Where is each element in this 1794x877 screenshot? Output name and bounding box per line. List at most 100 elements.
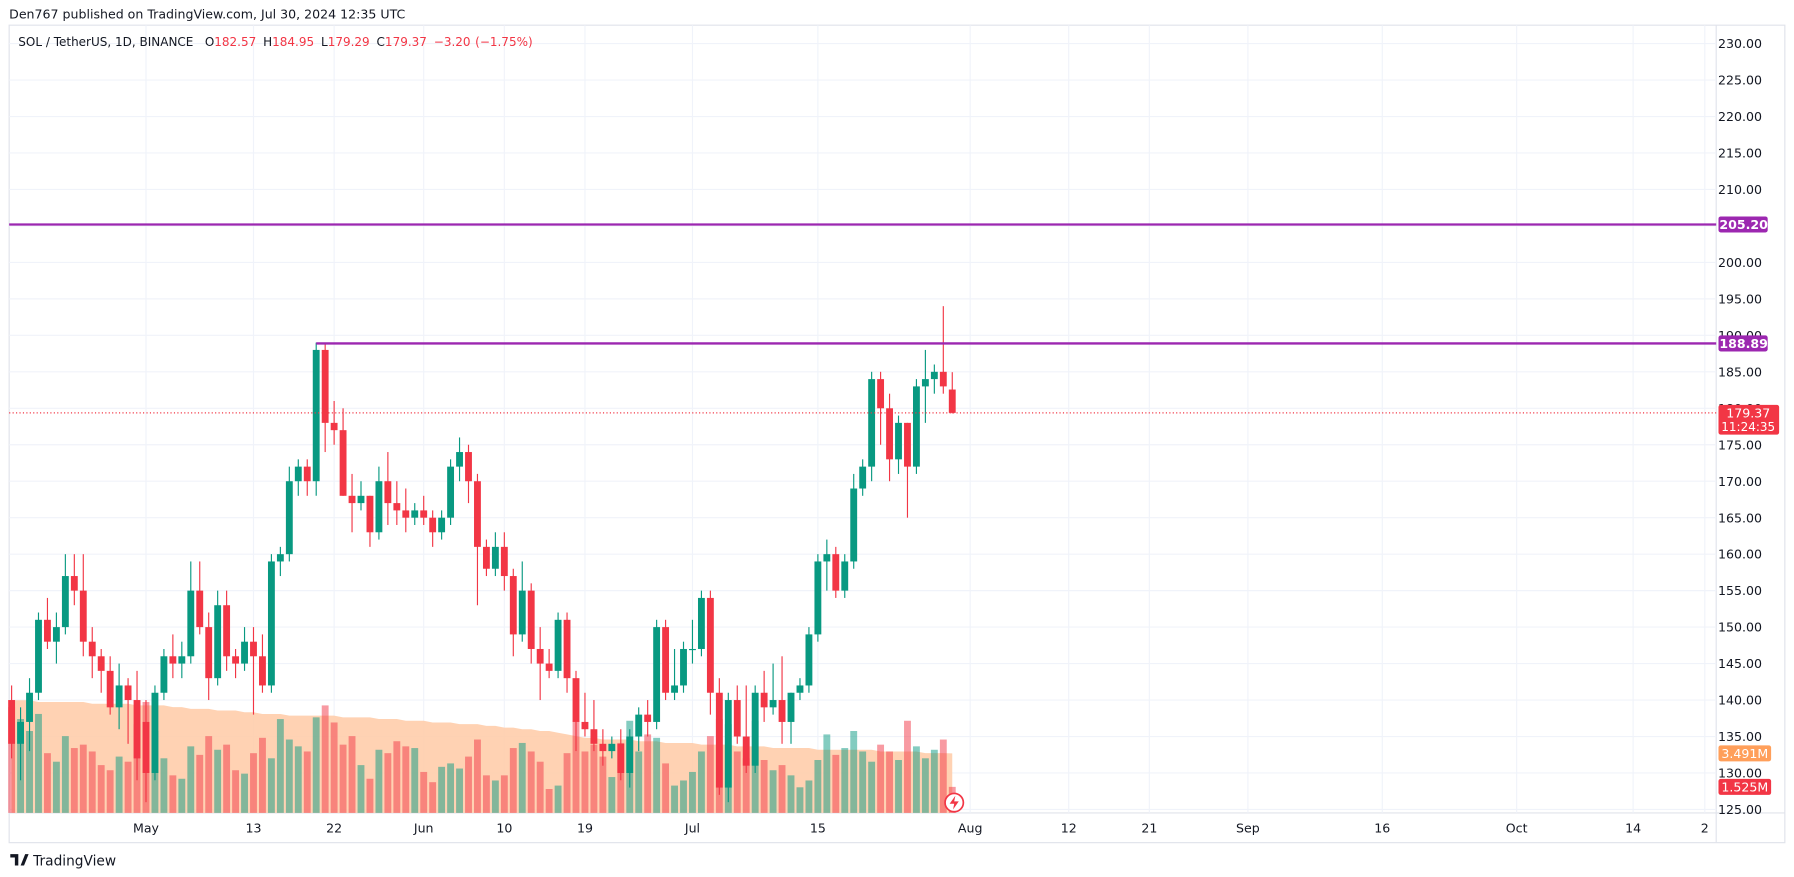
y-tick-label: 210.00 — [1718, 182, 1762, 197]
level-tag-label: 188.89 — [1719, 336, 1768, 351]
volume-bar — [877, 744, 885, 813]
candle-body — [491, 546, 499, 569]
volume-bar — [321, 705, 329, 813]
volume-bar — [886, 751, 893, 813]
candle-body — [259, 656, 266, 686]
volume-bar — [232, 770, 240, 813]
volume-bar — [474, 739, 481, 813]
candle-body — [106, 670, 114, 708]
candle-body — [554, 619, 562, 671]
candle-body — [787, 692, 795, 722]
candle-body — [599, 743, 607, 752]
volume-bar — [796, 787, 804, 813]
volume-bar — [52, 761, 60, 813]
volume-bar — [348, 736, 356, 813]
legend-item: SOL / TetherUS, 1D, BINANCE — [18, 35, 193, 49]
volume-bar — [653, 737, 661, 813]
candle-body — [465, 452, 472, 482]
y-tick-label: 145.00 — [1718, 656, 1762, 671]
volume-bar — [832, 754, 840, 813]
volume-bar — [599, 756, 607, 813]
candle-body — [742, 736, 750, 766]
volume-bar — [644, 734, 652, 813]
volume-bar — [285, 739, 293, 813]
x-tick-label: Oct — [1506, 820, 1528, 835]
candle-body — [644, 714, 652, 722]
candle-body — [411, 510, 419, 518]
candle-body — [330, 422, 338, 431]
candle-body — [366, 495, 374, 533]
legend-item: (−1.75%) — [475, 35, 533, 49]
volume-bar — [276, 719, 284, 813]
candle-body — [375, 481, 383, 533]
candle-body — [760, 692, 768, 708]
volume-bar — [814, 760, 822, 813]
candle-body — [689, 648, 696, 651]
alert-icon — [944, 792, 965, 813]
volume-bar — [70, 748, 78, 813]
candle-body — [635, 714, 643, 737]
candle-body — [357, 495, 365, 504]
candle-body — [572, 678, 580, 722]
volume-bar — [115, 756, 123, 813]
candle-body — [97, 656, 105, 671]
volume-bar — [384, 753, 392, 813]
volume-bar — [223, 744, 231, 813]
candle-body — [8, 700, 16, 744]
volume-bar — [187, 746, 195, 813]
candle-body — [948, 389, 956, 413]
candle-body — [715, 692, 723, 788]
candle-body — [294, 466, 302, 482]
volume-bar — [44, 753, 51, 813]
candle-body — [124, 685, 132, 701]
x-tick-label: 12 — [1061, 820, 1077, 835]
volume-bar — [572, 720, 580, 813]
volume-bar — [769, 770, 777, 813]
candle-body — [70, 576, 78, 591]
candle-body — [17, 721, 25, 744]
volume-bar — [88, 751, 96, 813]
volume-bar — [312, 717, 320, 813]
candle-body — [518, 590, 526, 635]
y-tick-label: 225.00 — [1718, 73, 1762, 88]
candle-body — [841, 561, 849, 591]
volume-bar — [904, 720, 911, 813]
volume-tag-label: 1.525M — [1721, 779, 1768, 794]
volume-bar — [518, 742, 526, 813]
volume-bar — [393, 741, 401, 813]
candle-body — [796, 685, 804, 693]
tradingview-logo: TradingView — [10, 854, 116, 870]
candle-body — [886, 408, 893, 460]
x-tick-label: Jun — [413, 820, 434, 835]
x-tick-label: 16 — [1374, 820, 1390, 835]
candle-body — [482, 546, 490, 569]
y-tick-label: 125.00 — [1718, 802, 1762, 817]
volume-bar — [500, 775, 508, 813]
candle-body — [384, 481, 392, 504]
candle-body — [814, 561, 822, 635]
volume-bar — [241, 773, 248, 813]
overlay — [9, 223, 1717, 414]
candle-body — [348, 495, 356, 504]
volume-bar — [527, 751, 535, 813]
volume-bar — [26, 731, 33, 813]
y-tick-label: 160.00 — [1718, 547, 1762, 562]
y-tick-label: 130.00 — [1718, 766, 1762, 781]
axes: 125.00 130.00 135.00 140.00 145.00 150.00 155.… — [133, 36, 1780, 835]
candle-body — [877, 379, 885, 409]
candle-body — [724, 700, 732, 788]
candle-body — [805, 634, 813, 686]
candle-body — [447, 466, 455, 518]
candle-body — [500, 546, 508, 577]
x-tick-label: 2 — [1701, 820, 1709, 835]
volume-bar — [823, 734, 831, 813]
candle-body — [321, 349, 329, 423]
volume-bar — [61, 736, 69, 813]
volume-bar — [680, 780, 687, 813]
candle-body — [285, 481, 293, 555]
x-tick-label: 15 — [810, 820, 826, 835]
volume-tag — [1718, 778, 1772, 795]
legend-item: 179.37 — [385, 35, 427, 49]
candle-body — [187, 590, 195, 657]
legend-item: H — [263, 35, 272, 49]
